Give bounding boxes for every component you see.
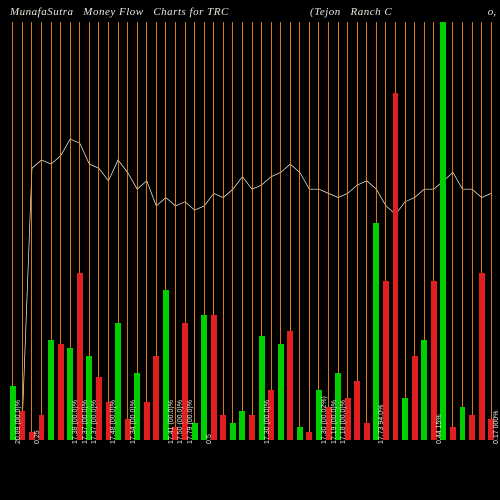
volume-bar: [239, 411, 245, 440]
grid-line: [22, 22, 23, 440]
grid-line: [175, 22, 176, 440]
volume-bar: [450, 427, 456, 440]
volume-bar: [201, 315, 207, 440]
grid-line: [223, 22, 224, 440]
grid-line: [328, 22, 329, 440]
money-flow-chart: MunafaSutra Money Flow Charts for TRC (T…: [0, 0, 500, 500]
grid-line: [41, 22, 42, 440]
volume-bar: [393, 93, 399, 440]
grid-line: [347, 22, 348, 440]
volume-bar: [421, 340, 427, 440]
x-tick-label: 17.41 (00.0)%: [168, 400, 175, 444]
x-tick-label: 17.19 (00.0)%: [331, 400, 338, 444]
chart-title: MunafaSutra Money Flow Charts for TRC (T…: [10, 6, 392, 18]
volume-bar: [249, 415, 255, 440]
grid-line: [366, 22, 367, 440]
volume-bar: [402, 398, 408, 440]
x-tick-label: 17.30 (00.02%): [321, 396, 328, 444]
grid-line: [357, 22, 358, 440]
x-tick-label: 17.37 (00.0)%: [82, 400, 89, 444]
volume-bar: [211, 315, 217, 440]
grid-line: [12, 22, 13, 440]
grid-line: [309, 22, 310, 440]
volume-bar: [58, 344, 64, 440]
grid-line: [232, 22, 233, 440]
volume-bar: [460, 407, 466, 440]
volume-bar: [48, 340, 54, 440]
grid-line: [472, 22, 473, 440]
volume-bar: [306, 432, 312, 440]
grid-line: [31, 22, 32, 440]
x-tick-label: 17.34 (00.0)%: [130, 400, 137, 444]
x-tick-label: 20.89 (00.0)%: [15, 400, 22, 444]
volume-bar: [412, 356, 418, 440]
volume-bar: [153, 356, 159, 440]
x-axis-labels: 20.89 (00.0)%0.2517.38 (00.0)%17.37 (00.…: [0, 442, 500, 500]
volume-bar: [354, 381, 360, 440]
volume-bar: [220, 415, 226, 440]
x-tick-label: 17.37 (00.0)%: [91, 400, 98, 444]
volume-bar: [278, 344, 284, 440]
x-tick-label: 17.30 (00.0)%: [264, 400, 271, 444]
plot-area: [0, 22, 500, 440]
x-tick-label: 17.18 (00.0)%: [340, 400, 347, 444]
x-tick-label: 17.73 94.0%: [378, 405, 385, 444]
grid-line: [462, 22, 463, 440]
volume-bar: [479, 273, 485, 440]
grid-line: [146, 22, 147, 440]
grid-line: [452, 22, 453, 440]
grid-line: [299, 22, 300, 440]
volume-bar: [469, 415, 475, 440]
x-tick-label: 0.44 15%: [436, 414, 443, 444]
grid-line: [491, 22, 492, 440]
grid-line: [318, 22, 319, 440]
x-tick-label: 0.5: [206, 434, 213, 444]
chart-right-label: o,: [488, 6, 496, 18]
x-tick-label: 0.25: [34, 430, 41, 444]
x-tick-label: 17.50 (00.0)%: [177, 400, 184, 444]
volume-bar: [144, 402, 150, 440]
volume-bar: [440, 22, 446, 440]
grid-line: [252, 22, 253, 440]
volume-bar: [297, 427, 303, 440]
grid-line: [405, 22, 406, 440]
grid-line: [108, 22, 109, 440]
grid-line: [127, 22, 128, 440]
grid-line: [242, 22, 243, 440]
grid-line: [194, 22, 195, 440]
grid-line: [271, 22, 272, 440]
x-tick-label: 17.79 (00.0)%: [187, 400, 194, 444]
volume-bar: [287, 331, 293, 440]
volume-bar: [364, 423, 370, 440]
x-tick-label: 17.38 (00.0)%: [72, 400, 79, 444]
volume-bar: [230, 423, 236, 440]
x-tick-label: 0.17 000%: [493, 411, 500, 444]
x-tick-label: 17.48 (00.0)%: [110, 400, 117, 444]
